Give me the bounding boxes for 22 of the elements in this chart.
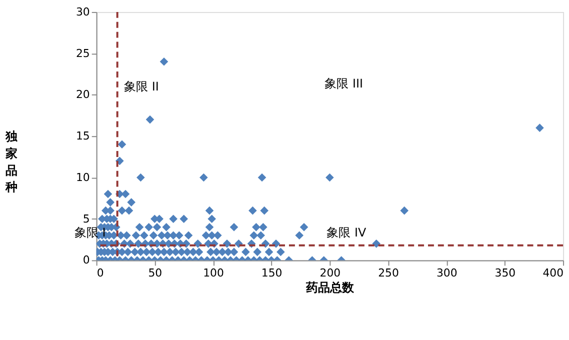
x-tick-label: 0 xyxy=(96,266,104,280)
x-tick-label: 350 xyxy=(494,266,516,280)
x-tick-label: 300 xyxy=(436,266,458,280)
y-tick-label: 0 xyxy=(82,254,90,267)
y-tick-label: 20 xyxy=(76,88,90,102)
y-tick-label: 5 xyxy=(82,212,90,226)
y-tick-label: 25 xyxy=(76,46,90,60)
x-tick-label: 400 xyxy=(542,266,564,280)
x-tick-label: 250 xyxy=(378,266,399,280)
x-axis-title: 药品总数 xyxy=(305,280,356,294)
annotation: 象限 I xyxy=(74,225,106,240)
x-tick-label: 200 xyxy=(320,266,341,280)
y-tick-label: 15 xyxy=(76,130,90,143)
y-axis-title: 独家品种 xyxy=(4,130,18,194)
annotation: 象限 IV xyxy=(326,225,367,240)
x-tick-label: 100 xyxy=(203,266,224,280)
x-tick-label: 50 xyxy=(148,266,162,280)
x-tick-label: 150 xyxy=(261,266,282,280)
annotation: 象限 III xyxy=(324,76,364,90)
y-tick-label: 10 xyxy=(76,170,90,184)
y-tick-label: 30 xyxy=(76,5,90,18)
annotation: 象限 II xyxy=(124,79,159,94)
